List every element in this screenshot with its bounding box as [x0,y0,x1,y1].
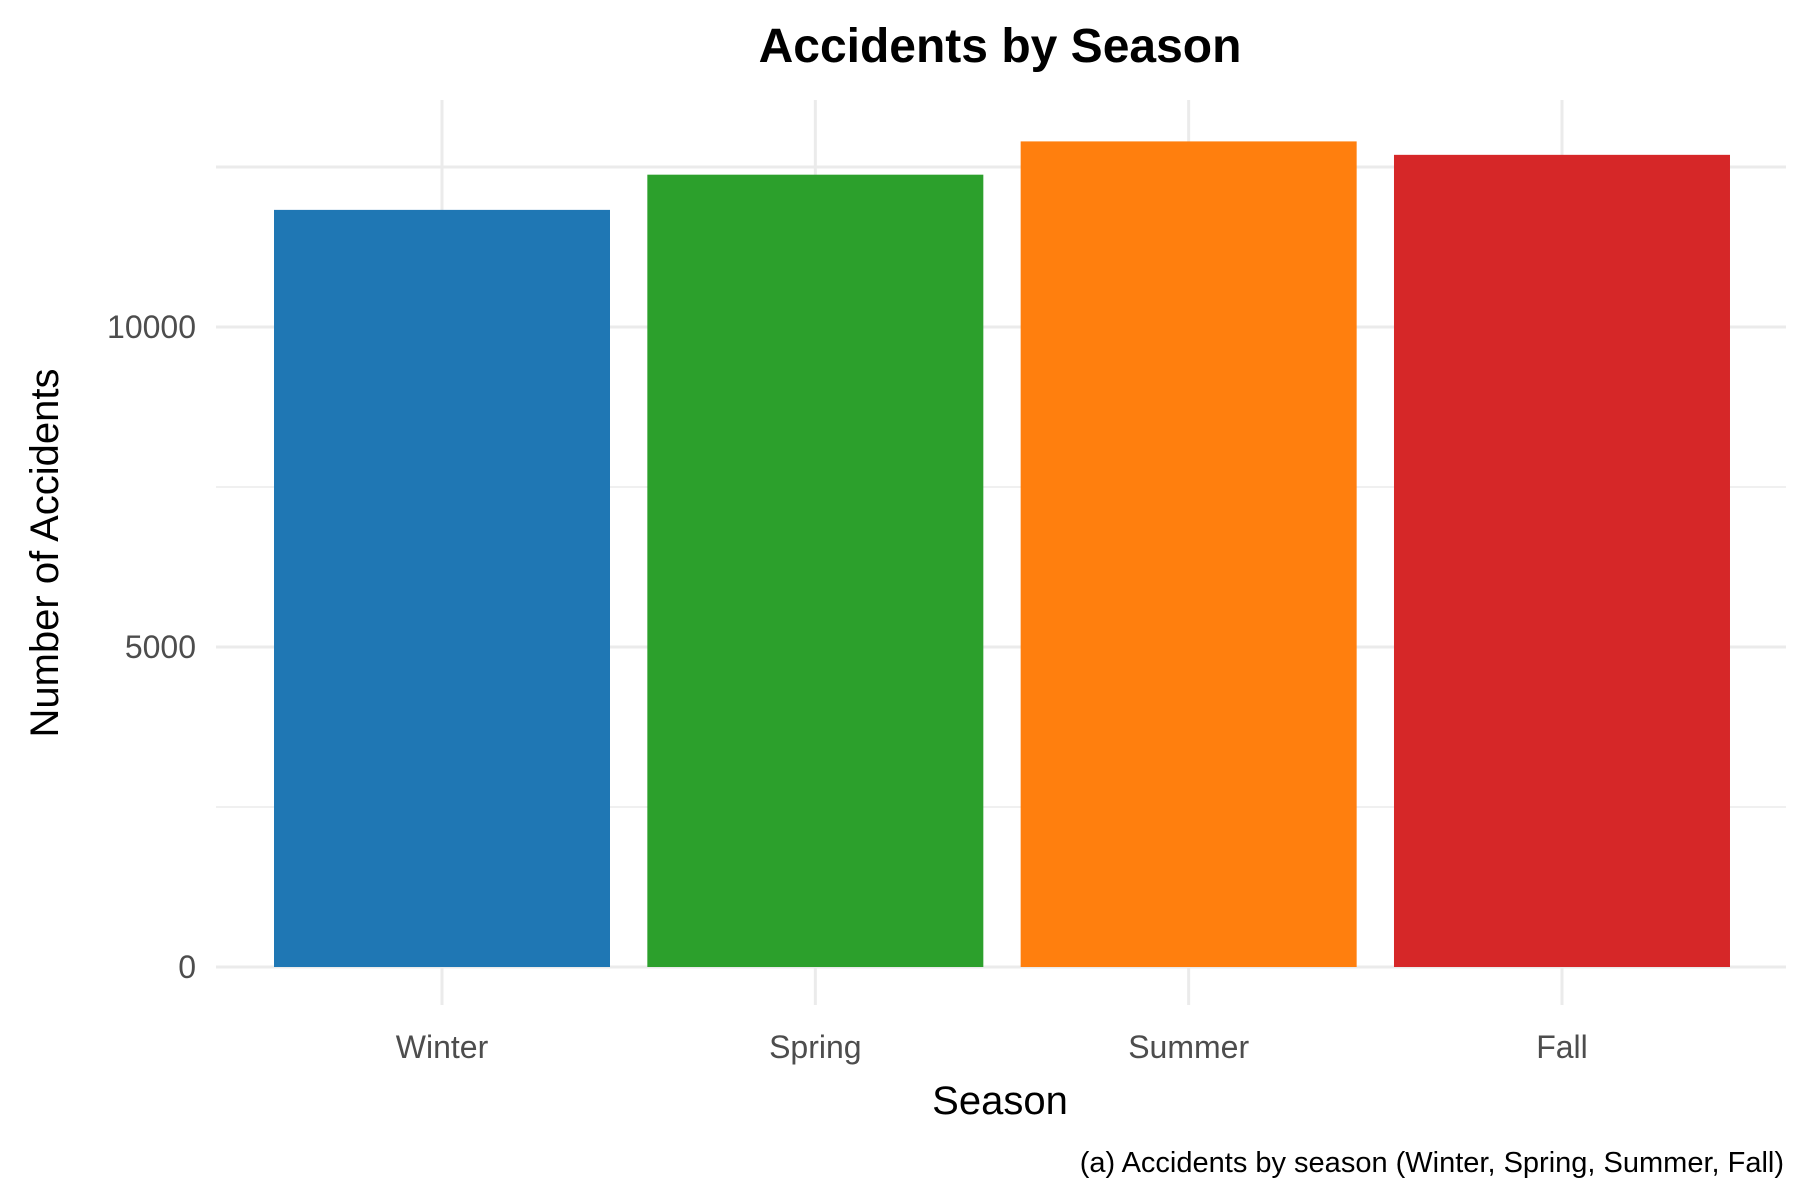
x-axis-tick-labels: Winter Spring Summer Fall [396,1029,1588,1065]
figure-caption: (a) Accidents by season (Winter, Spring,… [1080,1147,1784,1179]
y-tick-label: 0 [178,949,196,985]
x-tick-label: Spring [769,1029,862,1065]
y-axis-tick-labels: 0 5000 10000 [107,309,196,985]
x-tick-label: Winter [396,1029,489,1065]
y-tick-label: 10000 [107,309,196,345]
bar-winter [274,209,610,967]
x-tick-label: Fall [1536,1029,1588,1065]
y-axis-title: Number of Accidents [23,368,67,737]
y-tick-label: 5000 [125,629,196,665]
bar-summer [1020,141,1357,967]
x-axis-title: Season [932,1079,1068,1123]
x-tick-label: Summer [1128,1029,1249,1065]
chart-title: Accidents by Season [759,20,1242,73]
bars [274,141,1730,968]
bar-fall [1393,154,1730,968]
bar-spring [647,174,984,967]
